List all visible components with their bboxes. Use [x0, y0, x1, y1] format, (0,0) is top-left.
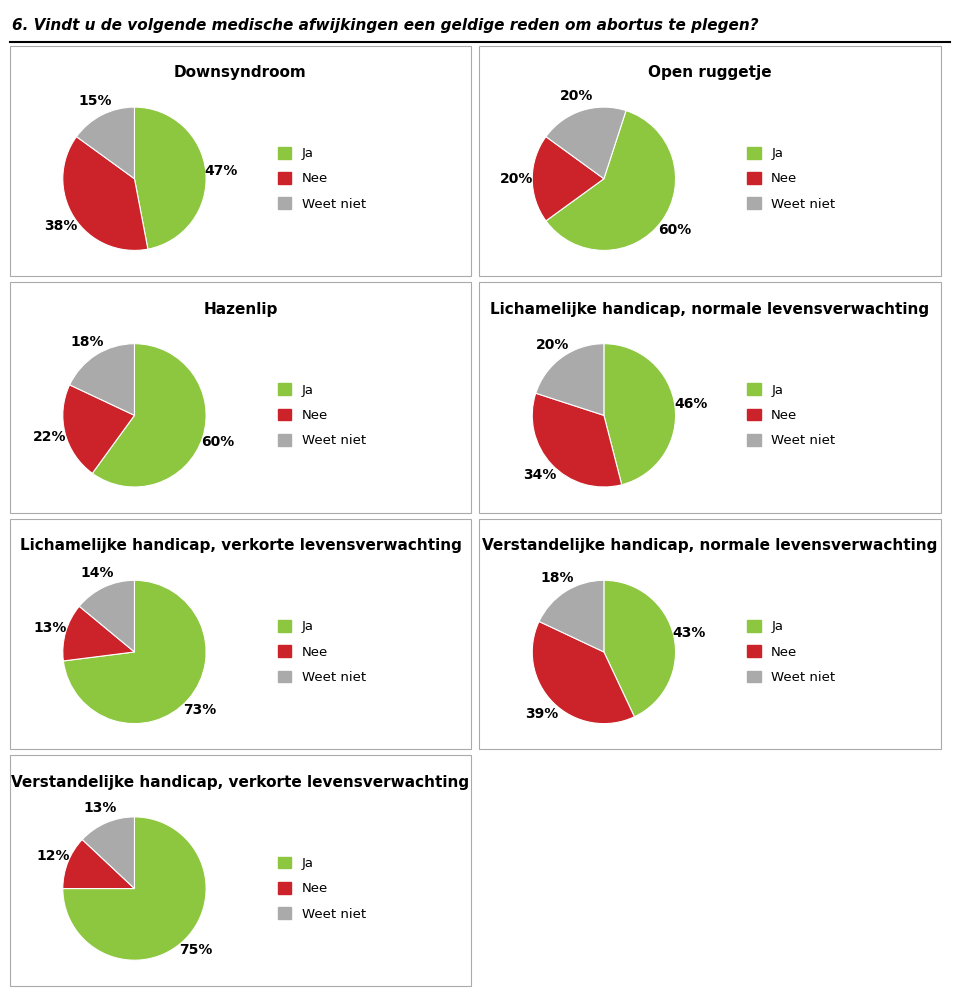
Wedge shape [540, 581, 604, 652]
Wedge shape [62, 385, 134, 474]
Text: Verstandelijke handicap, verkorte levensverwachting: Verstandelijke handicap, verkorte levens… [12, 775, 469, 790]
Wedge shape [604, 344, 676, 485]
Wedge shape [83, 817, 134, 889]
Text: 39%: 39% [525, 707, 559, 720]
Wedge shape [62, 839, 134, 889]
Text: 18%: 18% [71, 335, 105, 349]
Text: 46%: 46% [674, 397, 708, 411]
Text: 6. Vindt u de volgende medische afwijkingen een geldige reden om abortus te pleg: 6. Vindt u de volgende medische afwijkin… [12, 18, 758, 33]
Text: 12%: 12% [36, 849, 70, 863]
Text: Lichamelijke handicap, normale levensverwachting: Lichamelijke handicap, normale levensver… [491, 301, 929, 317]
Legend: Ja, Nee, Weet niet: Ja, Nee, Weet niet [278, 147, 366, 211]
Wedge shape [62, 817, 206, 960]
Text: 73%: 73% [183, 703, 217, 716]
Text: 15%: 15% [78, 94, 111, 108]
Wedge shape [546, 107, 626, 178]
Wedge shape [532, 137, 604, 221]
Wedge shape [536, 344, 604, 415]
Legend: Ja, Nee, Weet niet: Ja, Nee, Weet niet [748, 620, 835, 684]
Text: 20%: 20% [536, 338, 569, 352]
Wedge shape [80, 581, 134, 652]
Text: 22%: 22% [33, 430, 66, 444]
Legend: Ja, Nee, Weet niet: Ja, Nee, Weet niet [278, 620, 366, 684]
Text: 18%: 18% [540, 571, 574, 585]
Wedge shape [63, 581, 206, 723]
Wedge shape [70, 344, 134, 415]
Text: Open ruggetje: Open ruggetje [648, 65, 772, 80]
Wedge shape [532, 393, 622, 487]
Wedge shape [134, 107, 206, 249]
Wedge shape [532, 621, 635, 723]
Legend: Ja, Nee, Weet niet: Ja, Nee, Weet niet [278, 384, 366, 447]
Text: 13%: 13% [34, 620, 67, 634]
Wedge shape [92, 344, 206, 487]
Text: 20%: 20% [500, 171, 533, 185]
Text: 43%: 43% [673, 626, 706, 640]
Legend: Ja, Nee, Weet niet: Ja, Nee, Weet niet [748, 147, 835, 211]
Text: Downsyndroom: Downsyndroom [174, 65, 307, 80]
Text: 75%: 75% [180, 943, 213, 957]
Text: Hazenlip: Hazenlip [204, 301, 277, 317]
Text: 14%: 14% [81, 566, 114, 580]
Text: 47%: 47% [204, 164, 238, 177]
Text: Verstandelijke handicap, normale levensverwachting: Verstandelijke handicap, normale levensv… [482, 538, 938, 553]
Wedge shape [77, 107, 134, 178]
Text: 13%: 13% [84, 802, 116, 816]
Legend: Ja, Nee, Weet niet: Ja, Nee, Weet niet [278, 856, 366, 921]
Text: 20%: 20% [561, 88, 593, 103]
Wedge shape [604, 581, 676, 716]
Wedge shape [546, 111, 676, 251]
Text: 38%: 38% [44, 219, 78, 233]
Text: Lichamelijke handicap, verkorte levensverwachting: Lichamelijke handicap, verkorte levensve… [19, 538, 462, 553]
Text: 60%: 60% [201, 435, 234, 449]
Wedge shape [62, 137, 148, 251]
Text: 60%: 60% [658, 223, 691, 237]
Legend: Ja, Nee, Weet niet: Ja, Nee, Weet niet [748, 384, 835, 447]
Wedge shape [62, 606, 134, 661]
Text: 34%: 34% [523, 468, 557, 483]
